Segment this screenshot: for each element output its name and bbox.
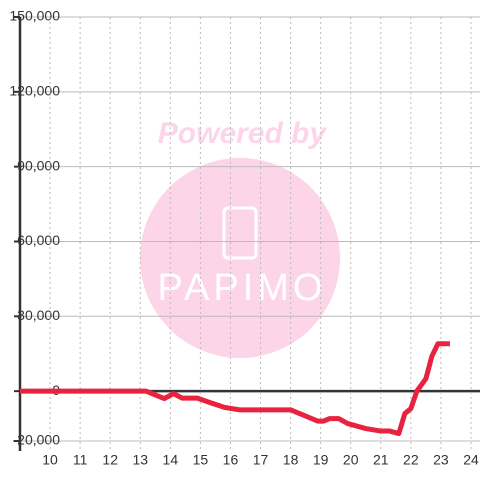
x-tick-label: 12 bbox=[102, 452, 118, 468]
y-tick-label: 120,000 bbox=[9, 83, 60, 99]
watermark-title: Powered by bbox=[158, 117, 328, 150]
y-tick-label: 30,000 bbox=[17, 307, 60, 323]
x-tick-label: 20 bbox=[343, 452, 359, 468]
x-tick-label: 23 bbox=[433, 452, 449, 468]
x-tick-label: 10 bbox=[42, 452, 58, 468]
x-tick-label: 24 bbox=[463, 452, 479, 468]
x-tick-label: 18 bbox=[283, 452, 299, 468]
watermark-icon bbox=[222, 206, 258, 260]
y-tick-label: -20,000 bbox=[13, 432, 61, 448]
x-tick-label: 16 bbox=[223, 452, 239, 468]
y-tick-label: 150,000 bbox=[9, 8, 60, 24]
data-line bbox=[20, 341, 450, 437]
x-tick-label: 15 bbox=[193, 452, 209, 468]
x-tick-label: 11 bbox=[73, 452, 88, 468]
y-tick-label: 60,000 bbox=[17, 232, 60, 248]
x-tick-label: 21 bbox=[373, 452, 389, 468]
watermark-logo: PAPIMO bbox=[158, 267, 327, 309]
x-tick-label: 13 bbox=[132, 452, 148, 468]
y-tick-label: 90,000 bbox=[17, 157, 60, 173]
x-tick-label: 14 bbox=[163, 452, 179, 468]
x-tick-label: 17 bbox=[253, 452, 269, 468]
x-tick-label: 19 bbox=[313, 452, 329, 468]
x-tick-label: 22 bbox=[403, 452, 419, 468]
